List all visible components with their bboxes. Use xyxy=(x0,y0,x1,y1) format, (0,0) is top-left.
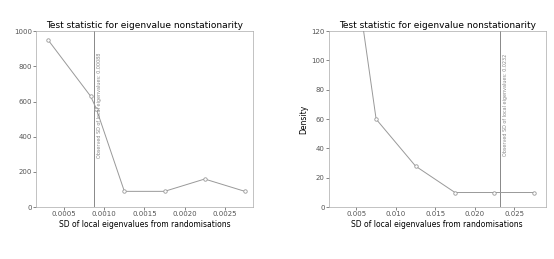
Y-axis label: Density: Density xyxy=(299,105,309,134)
Text: Observed SD of local eigenvalues: 0.0232: Observed SD of local eigenvalues: 0.0232 xyxy=(502,54,507,156)
X-axis label: SD of local eigenvalues from randomisations: SD of local eigenvalues from randomisati… xyxy=(59,220,230,229)
Text: Observed SD of local eigenvalues: 0.00088: Observed SD of local eigenvalues: 0.0008… xyxy=(97,52,102,158)
X-axis label: SD of local eigenvalues from randomisations: SD of local eigenvalues from randomisati… xyxy=(351,220,523,229)
Title: Test statistic for eigenvalue nonstationarity: Test statistic for eigenvalue nonstation… xyxy=(338,21,536,30)
Title: Test statistic for eigenvalue nonstationarity: Test statistic for eigenvalue nonstation… xyxy=(46,21,243,30)
